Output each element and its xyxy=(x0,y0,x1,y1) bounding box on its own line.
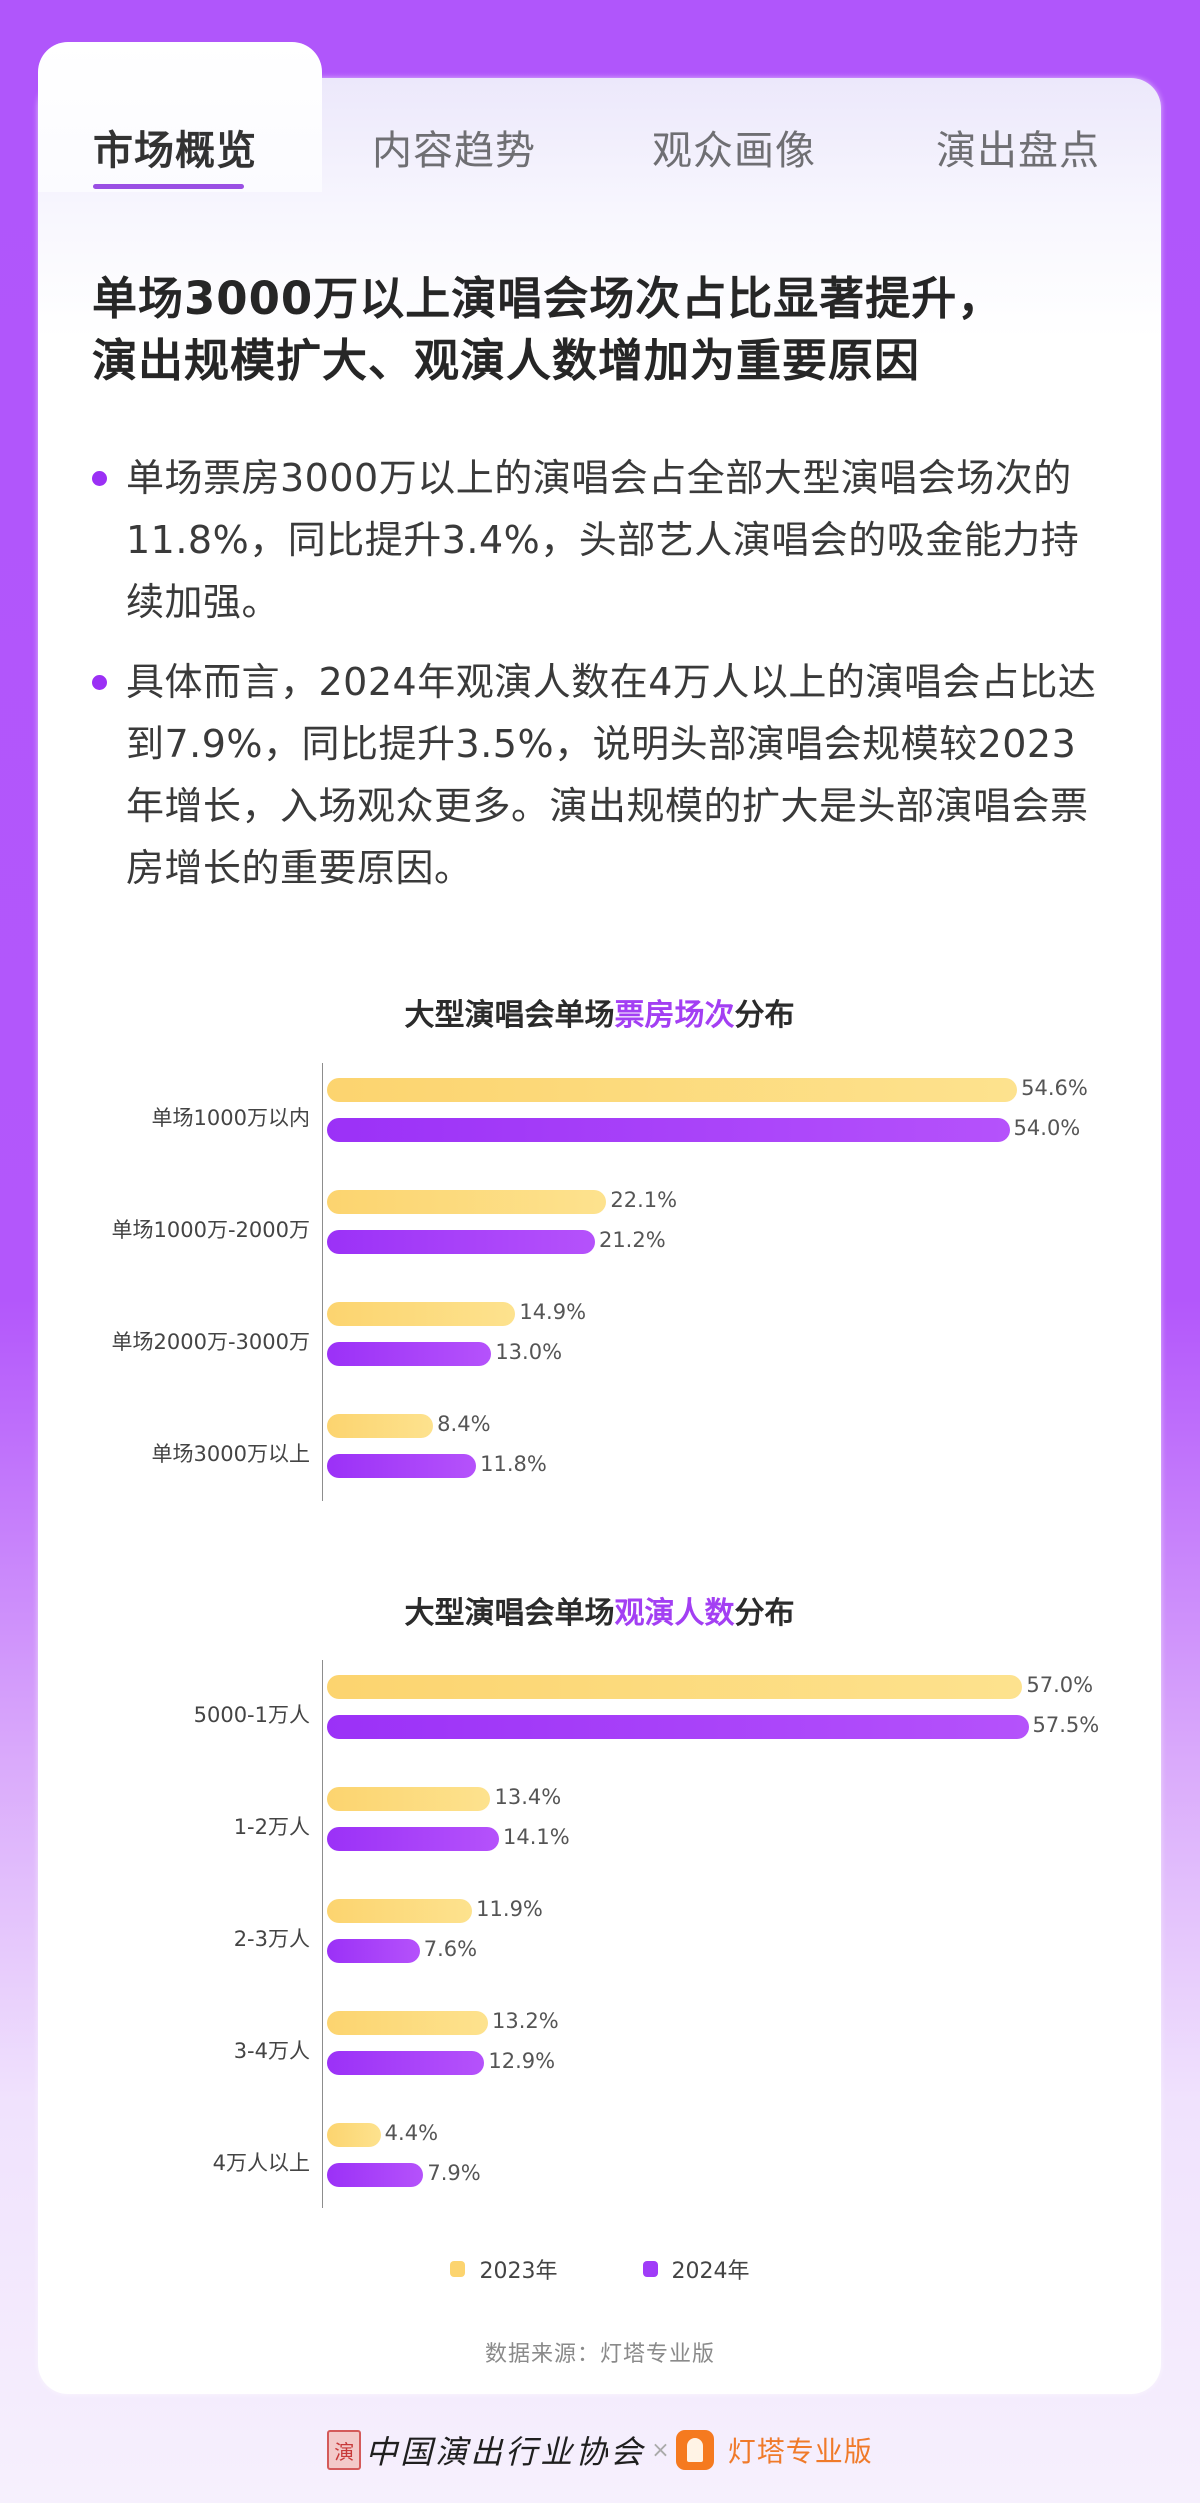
legend-item-2024[interactable]: 2024年 xyxy=(642,2253,750,2285)
dengta-logo-icon xyxy=(675,2430,714,2470)
bar-group: 3-4万人 13.2% 12.9% xyxy=(38,2007,1161,2097)
value-label: 11.8% xyxy=(480,1452,547,1476)
category-label: 单场2000万-3000万 xyxy=(111,1330,310,1354)
bar-2023[interactable] xyxy=(327,1787,491,1811)
bar-2024[interactable] xyxy=(327,2051,485,2075)
category-label: 2-3万人 xyxy=(233,1927,310,1951)
bar-group: 单场2000万-3000万 14.9% 13.0% xyxy=(38,1298,1161,1388)
bar-2024[interactable] xyxy=(327,2163,424,2187)
bar-2023[interactable] xyxy=(327,1414,434,1438)
tab-market-overview[interactable]: 市场概览 xyxy=(93,128,257,174)
chart-title-pre: 大型演唱会单场 xyxy=(404,1596,615,1631)
bar-group: 1-2万人 13.4% 14.1% xyxy=(38,1783,1161,1873)
category-label: 1-2万人 xyxy=(233,1815,310,1839)
legend-label: 2023年 xyxy=(479,2259,558,2284)
footer-logos: 演 中国演出行业协会 × 灯塔专业版 xyxy=(0,2428,1200,2472)
category-label: 5000-1万人 xyxy=(193,1703,310,1727)
chart-title-post: 分布 xyxy=(734,998,795,1033)
bullet-dot-icon xyxy=(92,471,107,486)
bar-2023[interactable] xyxy=(327,1302,516,1326)
value-label: 57.0% xyxy=(1026,1673,1094,1697)
bullet-list: 单场票房3000万以上的演唱会占全部大型演唱会场次的11.8%，同比提升3.4%… xyxy=(92,447,1112,917)
bullet-item: 具体而言，2024年观演人数在4万人以上的演唱会占比达到7.9%，同比提升3.5… xyxy=(92,651,1112,899)
association-name: 中国演出行业协会 xyxy=(365,2433,646,2471)
chart-title-pre: 大型演唱会单场 xyxy=(404,998,615,1033)
value-label: 54.6% xyxy=(1021,1076,1088,1100)
value-label: 22.1% xyxy=(610,1188,678,1212)
chart-title-highlight: 观演人数 xyxy=(614,1596,735,1631)
category-label: 3-4万人 xyxy=(233,2039,310,2063)
bar-group: 单场1000万以内 54.6% 54.0% xyxy=(38,1074,1161,1164)
bar-group: 5000-1万人 57.0% 57.5% xyxy=(38,1671,1161,1761)
category-label: 单场1000万以内 xyxy=(151,1106,310,1130)
bullet-text: 具体而言，2024年观演人数在4万人以上的演唱会占比达到7.9%，同比提升3.5… xyxy=(126,660,1097,890)
value-label: 7.6% xyxy=(423,1937,478,1961)
bar-group: 2-3万人 11.9% 7.6% xyxy=(38,1895,1161,1985)
bar-2023[interactable] xyxy=(327,1190,607,1214)
value-label: 21.2% xyxy=(598,1228,666,1252)
bar-2024[interactable] xyxy=(327,1939,420,1963)
tab-performance-review[interactable]: 演出盘点 xyxy=(936,128,1100,174)
bar-2024[interactable] xyxy=(327,1715,1029,1739)
tab-bar: 市场概览 内容趋势 观众画像 演出盘点 xyxy=(38,118,1161,189)
legend-item-2023[interactable]: 2023年 xyxy=(450,2253,557,2285)
bar-2023[interactable] xyxy=(327,1078,1018,1102)
page-headline: 单场3000万以上演唱会场次占比显著提升， 演出规模扩大、观演人数增加为重要原因 xyxy=(92,268,1132,392)
category-label: 单场1000万-2000万 xyxy=(111,1218,310,1242)
legend-label: 2024年 xyxy=(671,2259,750,2284)
association-seal-icon: 演 xyxy=(327,2430,362,2470)
value-label: 11.9% xyxy=(476,1897,543,1921)
bar-2024[interactable] xyxy=(327,1118,1010,1142)
value-label: 57.5% xyxy=(1032,1713,1100,1737)
cross-icon: × xyxy=(651,2437,670,2463)
bar-2023[interactable] xyxy=(327,2123,381,2147)
value-label: 12.9% xyxy=(488,2049,556,2073)
active-tab-background xyxy=(38,42,322,192)
headline-line-2: 演出规模扩大、观演人数增加为重要原因 xyxy=(92,334,921,387)
bullet-dot-icon xyxy=(92,675,107,690)
chart-title-highlight: 票房场次 xyxy=(614,998,735,1033)
value-label: 54.0% xyxy=(1013,1116,1081,1140)
bar-group: 单场1000万-2000万 22.1% 21.2% xyxy=(38,1186,1161,1276)
value-label: 13.2% xyxy=(492,2009,559,2033)
data-source: 数据来源：灯塔专业版 xyxy=(484,2342,715,2367)
value-label: 14.9% xyxy=(519,1300,587,1324)
bar-2023[interactable] xyxy=(327,1899,473,1923)
category-label: 4万人以上 xyxy=(212,2151,310,2175)
bar-2024[interactable] xyxy=(327,1454,477,1478)
category-label: 单场3000万以上 xyxy=(151,1442,310,1466)
active-tab-indicator xyxy=(93,184,244,189)
value-label: 13.4% xyxy=(494,1785,562,1809)
bullet-text: 单场票房3000万以上的演唱会占全部大型演唱会场次的11.8%，同比提升3.4%… xyxy=(126,456,1080,624)
headline-line-1: 单场3000万以上演唱会场次占比显著提升， xyxy=(92,272,1004,325)
chart-title: 大型演唱会单场观演人数分布 xyxy=(38,1588,1161,1632)
content-card xyxy=(38,78,1161,2394)
bar-group: 4万人以上 4.4% 7.9% xyxy=(38,2119,1161,2209)
value-label: 4.4% xyxy=(384,2121,439,2145)
bar-2024[interactable] xyxy=(327,1827,500,1851)
chart-title: 大型演唱会单场票房场次分布 xyxy=(38,990,1161,1034)
bar-2023[interactable] xyxy=(327,1675,1023,1699)
chart-legend: 2023年 2024年 xyxy=(0,2253,1200,2285)
tab-content-trends[interactable]: 内容趋势 xyxy=(372,128,536,174)
bullet-item: 单场票房3000万以上的演唱会占全部大型演唱会场次的11.8%，同比提升3.4%… xyxy=(92,447,1112,633)
bar-2024[interactable] xyxy=(327,1230,595,1254)
bar-2023[interactable] xyxy=(327,2011,489,2035)
legend-swatch-icon xyxy=(450,2261,466,2277)
bar-group: 单场3000万以上 8.4% 11.8% xyxy=(38,1410,1161,1500)
chart-y-axis xyxy=(322,1063,323,1501)
chart-title-post: 分布 xyxy=(734,1596,795,1631)
tab-audience-profile[interactable]: 观众画像 xyxy=(652,128,816,174)
dengta-name: 灯塔专业版 xyxy=(727,2435,873,2468)
chart-y-axis xyxy=(322,1660,323,2208)
value-label: 7.9% xyxy=(427,2161,481,2185)
value-label: 13.0% xyxy=(495,1340,563,1364)
legend-swatch-icon xyxy=(642,2261,658,2277)
value-label: 8.4% xyxy=(437,1412,491,1436)
value-label: 14.1% xyxy=(503,1825,570,1849)
bar-2024[interactable] xyxy=(327,1342,492,1366)
